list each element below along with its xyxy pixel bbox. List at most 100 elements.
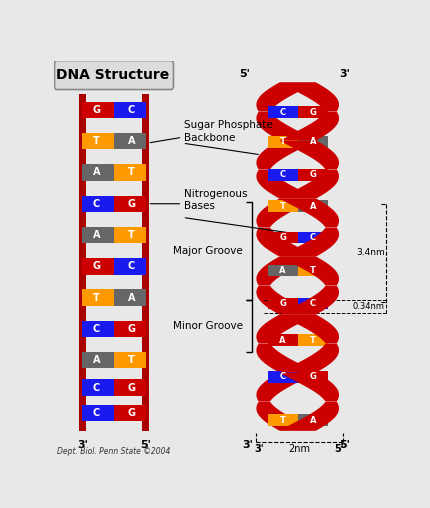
Bar (267, 371, 297, 383)
Text: C: C (93, 408, 100, 418)
Polygon shape (279, 112, 338, 140)
Polygon shape (256, 285, 315, 314)
Polygon shape (256, 315, 315, 343)
Text: A: A (309, 202, 315, 210)
Bar (82, 258, 114, 274)
Bar (114, 102, 145, 118)
Bar (297, 169, 327, 181)
Bar (297, 415, 327, 426)
Text: T: T (128, 230, 135, 240)
Text: C: C (279, 170, 285, 179)
Text: 3': 3' (242, 440, 252, 451)
FancyBboxPatch shape (55, 60, 173, 89)
Text: A: A (127, 136, 135, 146)
Text: Sugar Phosphate
Backbone: Sugar Phosphate Backbone (184, 120, 272, 143)
Text: 2nm: 2nm (288, 444, 310, 454)
Polygon shape (279, 228, 338, 257)
Text: A: A (127, 293, 135, 303)
Text: G: G (309, 108, 316, 116)
Bar (114, 258, 145, 274)
Text: C: C (309, 299, 315, 308)
Text: G: G (92, 261, 100, 271)
Text: 3': 3' (140, 75, 151, 84)
Bar (82, 321, 114, 337)
Bar (267, 169, 297, 181)
Bar (82, 227, 114, 243)
Bar (267, 136, 297, 147)
Text: C: C (128, 105, 135, 115)
Bar (114, 379, 145, 396)
Bar (82, 102, 114, 118)
Polygon shape (256, 141, 315, 169)
Text: G: G (127, 383, 135, 393)
Text: C: C (93, 199, 100, 209)
Polygon shape (279, 82, 338, 111)
Polygon shape (256, 170, 315, 198)
Text: Dept. Biol. Penn State ©2004: Dept. Biol. Penn State ©2004 (57, 448, 170, 456)
Bar (114, 164, 145, 181)
Text: 5': 5' (338, 440, 349, 451)
Polygon shape (256, 112, 315, 140)
Text: A: A (309, 137, 315, 146)
Text: G: G (309, 372, 316, 381)
Text: A: A (279, 336, 285, 344)
Text: T: T (279, 137, 285, 146)
Bar (267, 334, 297, 346)
Polygon shape (279, 141, 338, 169)
Polygon shape (279, 315, 338, 343)
Bar (297, 200, 327, 212)
Polygon shape (279, 373, 338, 401)
Text: T: T (128, 168, 135, 177)
Bar (297, 371, 327, 383)
Polygon shape (279, 199, 338, 228)
Text: C: C (309, 233, 315, 242)
Text: T: T (279, 202, 285, 210)
Bar (82, 196, 114, 212)
Bar (297, 298, 327, 309)
Text: T: T (309, 266, 315, 275)
Bar (82, 133, 114, 149)
Text: T: T (309, 336, 315, 344)
Bar (142, 94, 149, 431)
Text: G: G (127, 324, 135, 334)
Text: T: T (93, 293, 100, 303)
Bar (267, 106, 297, 118)
Text: A: A (279, 266, 285, 275)
Text: DNA Structure: DNA Structure (55, 68, 169, 82)
Text: G: G (309, 170, 316, 179)
Text: C: C (93, 383, 100, 393)
Polygon shape (279, 257, 338, 285)
Text: C: C (279, 372, 285, 381)
Bar (114, 321, 145, 337)
Text: C: C (128, 261, 135, 271)
Text: A: A (309, 416, 315, 425)
Text: T: T (128, 355, 135, 365)
Text: G: G (279, 299, 286, 308)
Bar (114, 352, 145, 368)
Text: 3': 3' (338, 69, 349, 79)
Text: 0.34nm: 0.34nm (352, 302, 384, 311)
Text: G: G (127, 199, 135, 209)
Bar (82, 379, 114, 396)
Text: T: T (93, 136, 100, 146)
Bar (267, 415, 297, 426)
Polygon shape (256, 257, 315, 285)
Bar (114, 290, 145, 306)
Text: Nitrogenous
Bases: Nitrogenous Bases (184, 188, 247, 211)
Bar (267, 200, 297, 212)
Polygon shape (279, 344, 338, 372)
Text: A: A (92, 355, 100, 365)
Polygon shape (256, 228, 315, 257)
Bar (297, 232, 327, 243)
Polygon shape (279, 170, 338, 198)
Polygon shape (256, 82, 315, 111)
Bar (267, 298, 297, 309)
Text: C: C (93, 324, 100, 334)
Text: G: G (279, 233, 286, 242)
Polygon shape (256, 199, 315, 228)
Bar (78, 94, 86, 431)
Text: 5': 5' (77, 75, 87, 84)
Text: Minor Groove: Minor Groove (172, 321, 242, 331)
Bar (267, 265, 297, 276)
Bar (82, 290, 114, 306)
